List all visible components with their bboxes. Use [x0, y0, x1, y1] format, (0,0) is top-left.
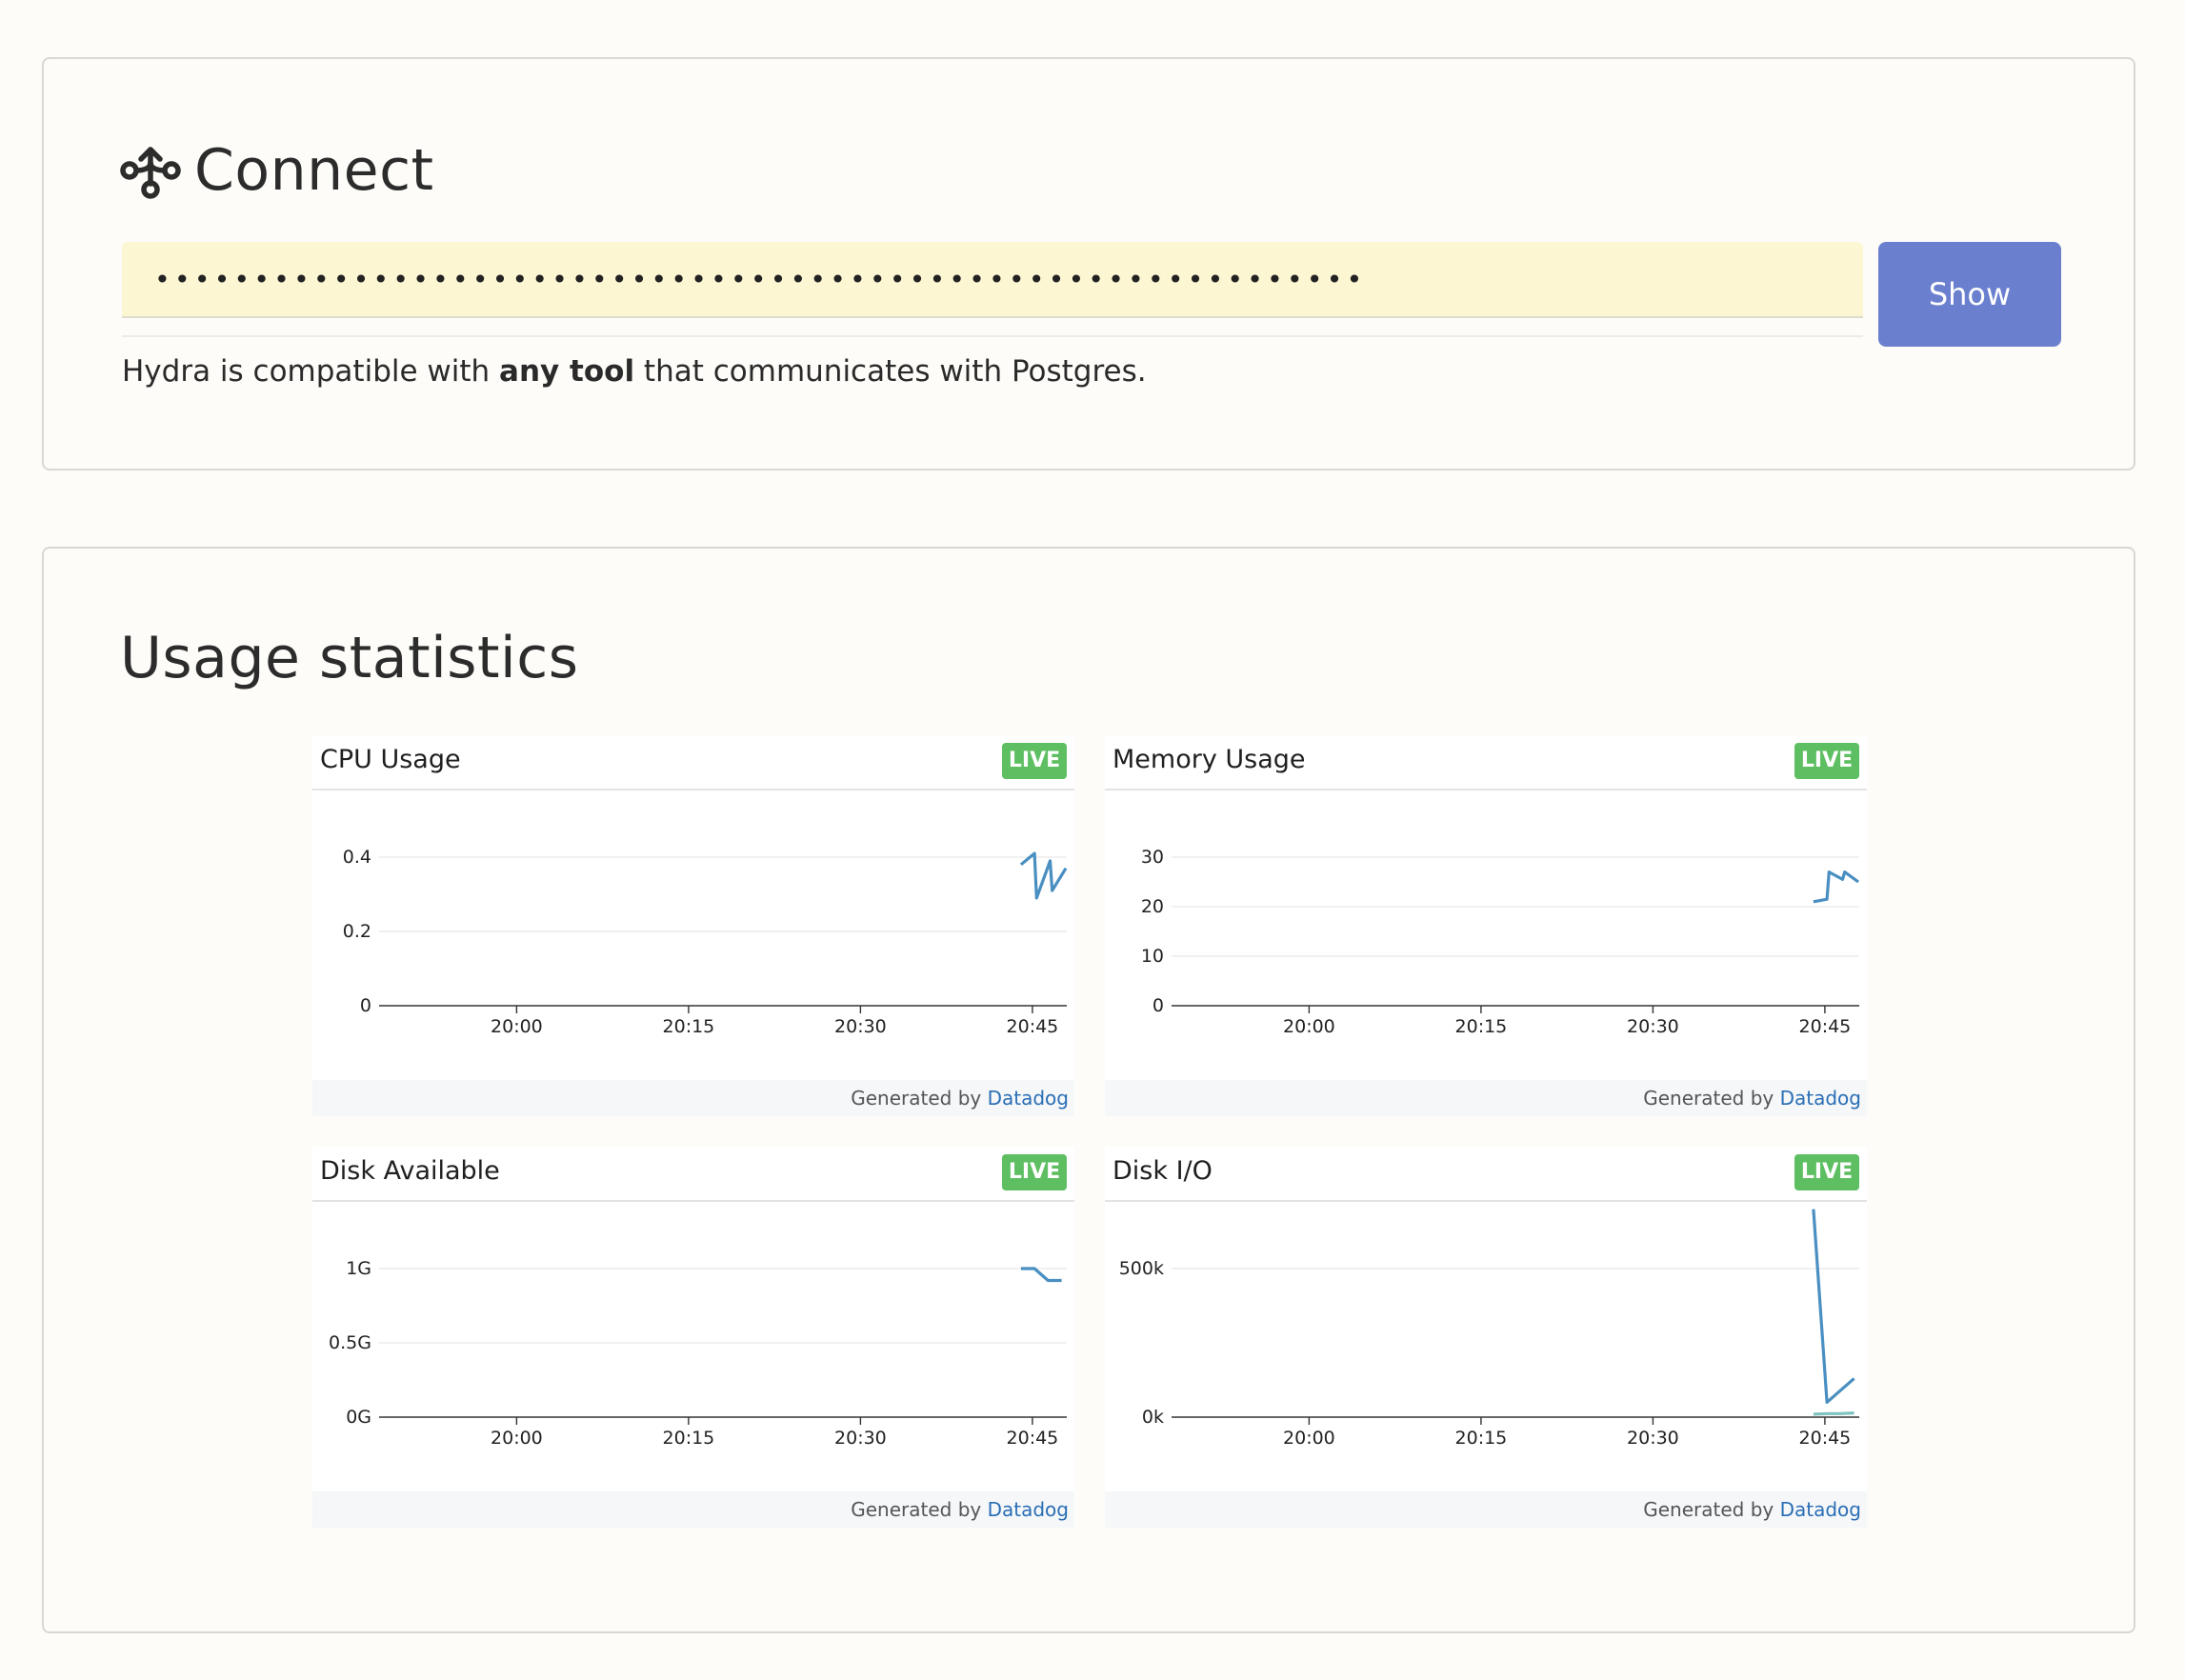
- x-tick-label: 20:15: [663, 1428, 715, 1449]
- x-tick-label: 20:15: [663, 1016, 715, 1037]
- x-tick-label: 20:00: [491, 1428, 543, 1449]
- y-tick-label: 0: [360, 995, 371, 1016]
- memory-usage-widget: Memory Usage LIVE 0 10 20 30 20:00 20:15 20:30…: [1105, 735, 1867, 1116]
- footer-text: Generated by: [1643, 1498, 1780, 1521]
- widget-divider: [1105, 789, 1867, 790]
- widget-title: CPU Usage: [320, 745, 461, 774]
- series-line: [1019, 851, 1068, 900]
- connect-card: Connect Show Hydra is compatible with an…: [42, 57, 2135, 470]
- branch-icon: [120, 140, 181, 201]
- x-tick-label: 20:00: [1283, 1428, 1335, 1449]
- live-badge: LIVE: [1794, 743, 1859, 779]
- x-tick-label: 20:00: [491, 1016, 543, 1037]
- x-tick-label: 20:45: [1007, 1016, 1059, 1037]
- compatibility-note: Hydra is compatible with any tool that c…: [122, 354, 1147, 389]
- x-tick-label: 20:30: [834, 1016, 887, 1037]
- input-underline: [122, 335, 1863, 337]
- widget-footer: Generated by Datadog: [1105, 1491, 1867, 1528]
- series-line: [1813, 1411, 1854, 1416]
- datadog-link[interactable]: Datadog: [987, 1087, 1069, 1110]
- y-tick-label: 0k: [1142, 1407, 1164, 1428]
- live-badge: LIVE: [1794, 1154, 1859, 1190]
- widget-divider: [312, 1200, 1074, 1202]
- show-button[interactable]: Show: [1878, 242, 2061, 347]
- disk-io-widget: Disk I/O LIVE 0k 500k 20:00 20:15 20:30 20:45…: [1105, 1147, 1867, 1528]
- y-tick-label: 10: [1141, 946, 1164, 967]
- disk-available-widget: Disk Available LIVE 0G 0.5G 1G 20:00 20:15 20…: [312, 1147, 1074, 1528]
- widget-footer: Generated by Datadog: [1105, 1080, 1867, 1116]
- disk-io-chart: 0k 500k 20:00 20:15 20:30 20:45: [1119, 1209, 1859, 1449]
- usage-title: Usage statistics: [120, 625, 579, 691]
- widget-divider: [1105, 1200, 1867, 1202]
- x-tick-label: 20:00: [1283, 1016, 1335, 1037]
- footer-text: Generated by: [851, 1498, 988, 1521]
- compat-text-bold: any tool: [499, 354, 635, 389]
- widget-title: Disk I/O: [1113, 1156, 1213, 1186]
- x-tick-label: 20:45: [1799, 1016, 1852, 1037]
- x-tick-label: 20:15: [1455, 1016, 1508, 1037]
- y-tick-label: 0G: [346, 1407, 371, 1428]
- datadog-link[interactable]: Datadog: [1779, 1087, 1861, 1110]
- series-line: [1812, 1209, 1855, 1404]
- footer-text: Generated by: [851, 1087, 988, 1110]
- y-tick-label: 1G: [346, 1258, 371, 1279]
- datadog-link[interactable]: Datadog: [1779, 1498, 1861, 1521]
- compat-text-start: Hydra is compatible with: [122, 354, 500, 389]
- connect-heading: Connect: [120, 137, 434, 204]
- y-tick-label: 0.2: [343, 921, 371, 942]
- widget-title: Memory Usage: [1113, 745, 1306, 774]
- datadog-link[interactable]: Datadog: [987, 1498, 1069, 1521]
- x-tick-label: 20:15: [1455, 1428, 1508, 1449]
- x-tick-label: 20:30: [834, 1428, 887, 1449]
- series-line: [1813, 870, 1859, 904]
- y-tick-label: 0: [1153, 995, 1164, 1016]
- live-badge: LIVE: [1002, 743, 1067, 779]
- cpu-usage-chart: 0 0.2 0.4 20:00 20:15 20:30 20:45: [343, 847, 1068, 1037]
- y-tick-label: 30: [1141, 847, 1164, 868]
- y-tick-label: 20: [1141, 896, 1164, 917]
- widget-footer: Generated by Datadog: [312, 1491, 1074, 1528]
- usage-card: Usage statistics CPU Usage LIVE 0 0.2 0.4 2…: [42, 547, 2135, 1633]
- widget-title: Disk Available: [320, 1156, 500, 1186]
- x-tick-label: 20:30: [1627, 1428, 1679, 1449]
- compat-text-end: that communicates with Postgres.: [634, 354, 1147, 389]
- connection-string-field[interactable]: [122, 242, 1863, 318]
- series-line: [1020, 1267, 1062, 1283]
- widget-footer: Generated by Datadog: [312, 1080, 1074, 1116]
- connect-title: Connect: [194, 137, 434, 204]
- x-tick-label: 20:30: [1627, 1016, 1679, 1037]
- live-badge: LIVE: [1002, 1154, 1067, 1190]
- y-tick-label: 0.4: [343, 847, 371, 868]
- y-tick-label: 500k: [1119, 1258, 1164, 1279]
- widget-divider: [312, 789, 1074, 790]
- x-tick-label: 20:45: [1799, 1428, 1852, 1449]
- footer-text: Generated by: [1643, 1087, 1780, 1110]
- y-tick-label: 0.5G: [329, 1332, 371, 1353]
- cpu-usage-widget: CPU Usage LIVE 0 0.2 0.4 20:00 20:15 20:30 20:…: [312, 735, 1074, 1116]
- disk-available-chart: 0G 0.5G 1G 20:00 20:15 20:30 20:45: [329, 1258, 1067, 1449]
- memory-usage-chart: 0 10 20 30 20:00 20:15 20:30 20:45: [1141, 847, 1859, 1037]
- x-tick-label: 20:45: [1007, 1428, 1059, 1449]
